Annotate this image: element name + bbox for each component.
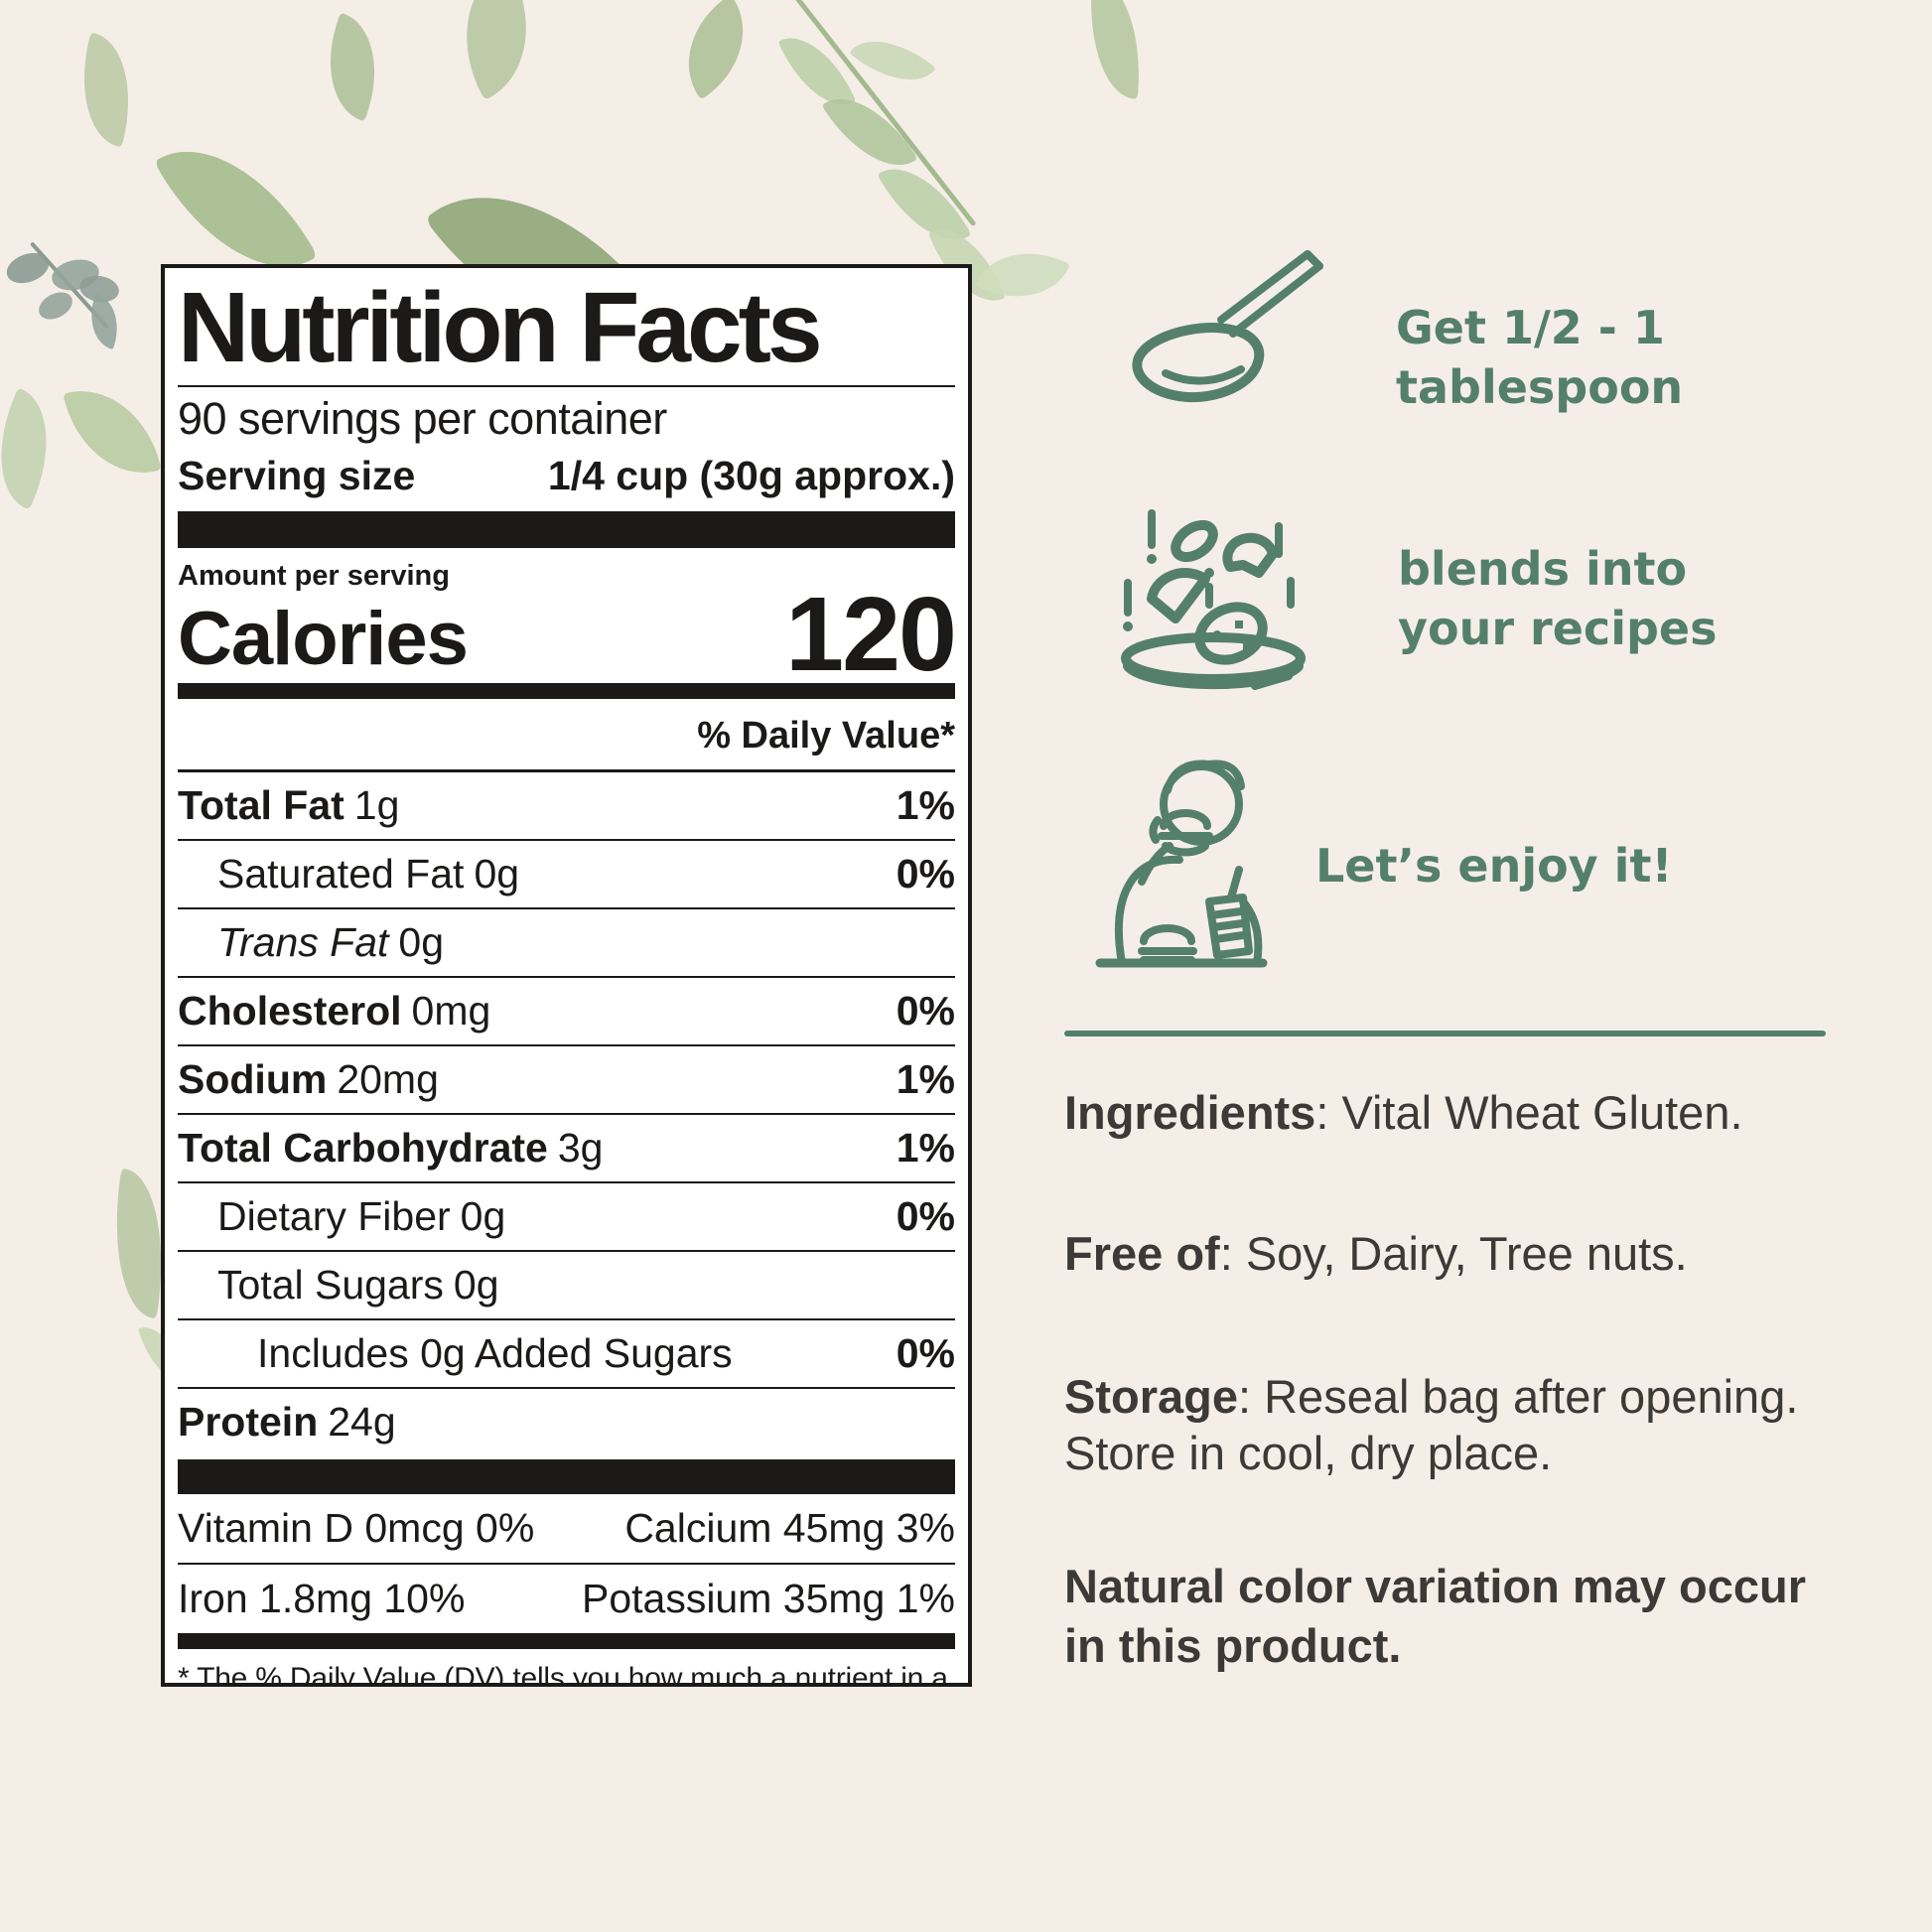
free-of-label: Free of <box>1064 1227 1220 1280</box>
serving-size-label: Serving size <box>178 453 416 498</box>
free-of-value: : Soy, Dairy, Tree nuts. <box>1219 1227 1688 1280</box>
nutrient-dv: 0% <box>896 1329 955 1376</box>
micronutrient-left: Iron 1.8mg 10% <box>178 1575 466 1621</box>
nutrient-name: Total Sugars <box>217 1261 444 1308</box>
nutrient-name: Cholesterol <box>178 987 402 1034</box>
feature-caption-blends: blends into your recipes <box>1398 542 1718 655</box>
color-variation-note: Natural color variation may occur in thi… <box>1064 1560 1807 1672</box>
micronutrient-right: Calcium 45mg 3% <box>624 1504 955 1551</box>
leaf-icon <box>34 286 77 326</box>
feature-caption-enjoy: Let’s enjoy it! <box>1315 839 1673 893</box>
nutrient-dv: 0% <box>896 850 955 897</box>
thick-bar <box>178 511 955 548</box>
nutrient-row: Includes 0g Added Sugars 0% <box>178 1320 955 1389</box>
leaf-icon <box>1083 0 1147 99</box>
daily-value-footnote: * The % Daily Value (DV) tells you how m… <box>178 1661 948 1687</box>
nutrient-row: Trans Fat 0g <box>178 909 955 978</box>
ingredients-label: Ingredients <box>1064 1086 1316 1139</box>
nutrient-amount: 0g <box>460 1192 506 1239</box>
storage-value: : Reseal bag after opening. Store in coo… <box>1064 1370 1799 1479</box>
nutrition-facts-panel: Nutrition Facts 90 servings per containe… <box>161 264 972 1687</box>
daily-value-header: % Daily Value* <box>178 699 955 772</box>
nutrient-amount: 1g <box>353 781 400 828</box>
nutrient-dv: 1% <box>896 781 955 828</box>
feature-caption-tablespoon: Get 1/2 - 1 tablespoon <box>1396 301 1684 414</box>
nutrient-name: Total Carbohydrate <box>178 1124 548 1171</box>
nutrient-row: Total Fat 1g 1% <box>178 772 955 841</box>
amount-per-serving: Amount per serving <box>178 560 450 592</box>
nutrient-name: Protein <box>178 1398 319 1445</box>
nutrient-name: Saturated Fat <box>217 850 465 897</box>
nutrient-row: Total Carbohydrate 3g 1% <box>178 1115 955 1183</box>
nutrient-name: Sodium <box>178 1055 328 1102</box>
leaf-icon <box>66 32 147 148</box>
nutrient-row: Sodium 20mg 1% <box>178 1046 955 1115</box>
servings-per-container: 90 servings per container <box>178 393 667 444</box>
ingredients-value: : Vital Wheat Gluten. <box>1315 1086 1743 1139</box>
nutrient-row: Total Sugars 0g <box>178 1252 955 1320</box>
calories-value: 120 <box>785 576 957 693</box>
nutrient-dv: 0% <box>896 987 955 1034</box>
storage-label: Storage <box>1064 1370 1238 1423</box>
storage-text: Storage: Reseal bag after opening. Store… <box>1064 1368 1849 1481</box>
nutrient-dv: 1% <box>896 1124 955 1171</box>
nutrient-amount: 0g <box>474 850 520 897</box>
free-of-text: Free of: Soy, Dairy, Tree nuts. <box>1064 1225 1870 1282</box>
serving-size-value: 1/4 cup (30g approx.) <box>547 453 955 498</box>
micronutrient-right: Potassium 35mg 1% <box>581 1575 955 1621</box>
nutrient-amount: 0mg <box>411 987 491 1034</box>
nutrient-amount: 0g <box>453 1261 499 1308</box>
nutrient-name: Dietary Fiber <box>217 1192 451 1239</box>
leaf-icon <box>0 387 73 510</box>
leaf-icon <box>849 20 936 101</box>
leaf-icon <box>2 247 54 289</box>
nutrient-amount: 24g <box>328 1398 396 1445</box>
nutrient-name: Includes 0g Added Sugars <box>257 1329 733 1376</box>
calories-row: Calories 120 <box>178 576 957 693</box>
leaf-icon <box>661 0 770 100</box>
spoon-icon <box>1132 250 1323 403</box>
micronutrient-left: Vitamin D 0mcg 0% <box>178 1504 535 1551</box>
thick-bar <box>178 682 955 699</box>
leaf-icon <box>308 12 397 122</box>
nutrient-dv: 1% <box>896 1055 955 1102</box>
nutrient-amount: 3g <box>557 1124 604 1171</box>
nutrient-row: Saturated Fat 0g 0% <box>178 841 955 909</box>
nutrition-title: Nutrition Facts <box>178 272 823 383</box>
micronutrient-row: Vitamin D 0mcg 0% Calcium 45mg 3% <box>178 1494 955 1565</box>
leaf-icon <box>433 0 560 101</box>
leaf-icon <box>63 375 162 488</box>
nutrient-dv: 0% <box>896 1192 955 1239</box>
nutrient-row: Dietary Fiber 0g 0% <box>178 1183 955 1252</box>
nutrient-name: Total Fat <box>178 781 345 828</box>
thick-bar <box>178 1632 955 1649</box>
nutrient-row: Cholesterol 0mg 0% <box>178 978 955 1046</box>
nutrient-amount: 0g <box>398 918 444 965</box>
serving-size-row: Serving size 1/4 cup (30g approx.) <box>178 453 955 499</box>
calories-label: Calories <box>178 596 469 681</box>
ingredients-text: Ingredients: Vital Wheat Gluten. <box>1064 1084 1870 1141</box>
leaf-icon <box>974 231 1071 319</box>
nutrient-amount: 20mg <box>337 1055 439 1102</box>
ingredients-plate-icon <box>1121 509 1306 690</box>
thick-bar <box>178 1458 955 1494</box>
divider-line <box>1064 1031 1826 1036</box>
divider <box>178 385 955 387</box>
nutrient-row: Protein 24g <box>178 1389 955 1455</box>
nutrient-name: Trans Fat <box>217 918 389 965</box>
micronutrient-row: Iron 1.8mg 10% Potassium 35mg 1% <box>178 1565 955 1633</box>
branch-stem <box>789 0 977 227</box>
person-eating-icon <box>1095 759 1268 968</box>
